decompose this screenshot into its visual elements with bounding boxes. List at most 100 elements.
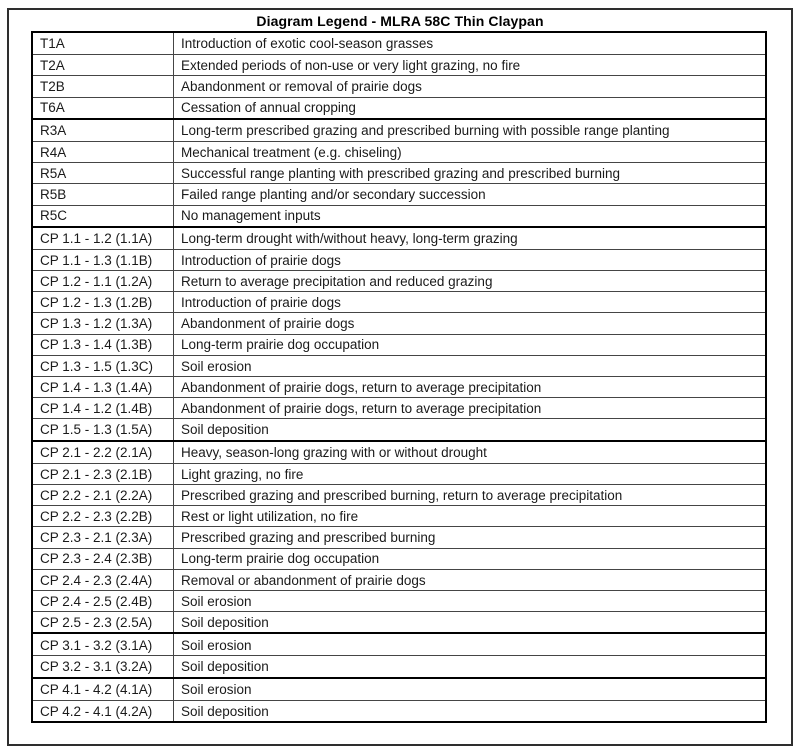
legend-row: R5C No management inputs: [33, 204, 765, 226]
legend-row: CP 2.3 - 2.4 (2.3B) Long-term prairie dog…: [33, 547, 765, 569]
legend-row: CP 1.4 - 1.3 (1.4A) Abandonment of prairi…: [33, 376, 765, 398]
pathway-code-cell: CP 2.3 - 2.4 (2.3B): [33, 548, 174, 569]
pathway-code-cell: CP 2.2 - 2.1 (2.2A): [33, 484, 174, 506]
pathway-code-cell: T2B: [33, 76, 174, 97]
legend-row: CP 2.2 - 2.1 (2.2A) Prescribed grazing an…: [33, 483, 765, 506]
legend-row: R5A Successful range planting with prescr…: [33, 162, 765, 184]
pathway-description-cell: Prescribed grazing and prescribed burnin…: [181, 487, 623, 503]
pathway-code-cell: R3A: [33, 119, 174, 141]
legend-row: CP 2.1 - 2.2 (2.1A) Heavy, season-long gr…: [33, 441, 765, 463]
legend-row: CP 1.4 - 1.2 (1.4B) Abandonment of prairi…: [33, 397, 765, 419]
pathway-description-cell: Introduction of exotic cool-season grass…: [181, 36, 434, 52]
legend-row: CP 1.1 - 1.2 (1.1A) Long-term drought wit…: [33, 227, 765, 249]
pathway-description-cell: Soil deposition: [181, 703, 269, 719]
pathway-code-cell: CP 1.3 - 1.4 (1.3B): [33, 334, 174, 355]
pathway-description-cell: Soil erosion: [181, 681, 252, 697]
pathway-description-cell: Soil deposition: [181, 614, 269, 630]
legend-row: CP 1.3 - 1.2 (1.3A) Abandonment of prairi…: [33, 312, 765, 334]
legend-row: CP 3.2 - 3.1 (3.2A) Soil deposition: [33, 655, 765, 677]
pathway-code-cell: CP 1.4 - 1.3 (1.4A): [33, 377, 174, 398]
pathway-description-cell: Rest or light utilization, no fire: [181, 508, 359, 524]
pathway-code-cell: CP 1.4 - 1.2 (1.4B): [33, 398, 174, 419]
legend-row: CP 4.2 - 4.1 (4.2A) Soil deposition: [33, 699, 765, 721]
pathway-code-cell: CP 1.2 - 1.3 (1.2B): [33, 292, 174, 313]
legend-row: T2B Abandonment or removal of prairie dog…: [33, 75, 765, 97]
pathway-code-cell: CP 1.1 - 1.2 (1.1A): [33, 227, 174, 249]
pathway-description-cell: Failed range planting and/or secondary s…: [181, 187, 486, 203]
pathway-description-cell: Extended periods of non-use or very ligh…: [181, 58, 521, 74]
pathway-code-cell: CP 2.1 - 2.2 (2.1A): [33, 441, 174, 463]
pathway-code-cell: CP 3.1 - 3.2 (3.1A): [33, 634, 174, 656]
legend-row: CP 2.2 - 2.3 (2.2B) Rest or light utiliza…: [33, 505, 765, 527]
legend-row: T1A Introduction of exotic cool-season gr…: [33, 33, 765, 55]
pathway-code-cell: CP 2.4 - 2.5 (2.4B): [33, 590, 174, 612]
legend-row: T6A Cessation of annual cropping: [33, 96, 765, 118]
legend-row: CP 3.1 - 3.2 (3.1A) Soil erosion: [33, 634, 765, 656]
legend-row: CP 2.4 - 2.3 (2.4A) Removal or abandonmen…: [33, 568, 765, 590]
pathway-description-cell: Prescribed grazing and prescribed burnin…: [181, 530, 436, 546]
pathway-code-cell: R4A: [33, 141, 174, 163]
legend-group-community-pathways-state-1: CP 1.1 - 1.2 (1.1A) Long-term drought wit…: [33, 225, 765, 440]
legend-row: CP 1.1 - 1.3 (1.1B) Introduction of prair…: [33, 248, 765, 271]
legend-row: CP 4.1 - 4.2 (4.1A) Soil erosion: [33, 678, 765, 700]
pathway-description-cell: Long-term prairie dog occupation: [181, 551, 380, 567]
pathway-code-cell: R5A: [33, 163, 174, 184]
legend-row: CP 2.4 - 2.5 (2.4B) Soil erosion: [33, 589, 765, 612]
outer-frame: Diagram Legend - MLRA 58C Thin Claypan T…: [7, 8, 793, 746]
pathway-description-cell: Successful range planting with prescribe…: [181, 165, 621, 181]
page-title: Diagram Legend - MLRA 58C Thin Claypan: [256, 13, 544, 29]
legend-table: T1A Introduction of exotic cool-season gr…: [31, 31, 767, 723]
pathway-code-cell: CP 4.2 - 4.1 (4.2A): [33, 700, 174, 721]
pathway-description-cell: Soil deposition: [181, 422, 269, 438]
pathway-code-cell: T2A: [33, 55, 174, 76]
pathway-description-cell: Introduction of prairie dogs: [181, 295, 341, 311]
legend-row: R5B Failed range planting and/or secondar…: [33, 183, 765, 205]
pathway-description-cell: Long-term prescribed grazing and prescri…: [181, 123, 670, 139]
pathway-description-cell: Cessation of annual cropping: [181, 100, 356, 116]
legend-row: CP 1.3 - 1.5 (1.3C) Soil erosion: [33, 354, 765, 376]
pathway-description-cell: Abandonment or removal of prairie dogs: [181, 79, 422, 95]
pathway-code-cell: CP 1.3 - 1.5 (1.3C): [33, 355, 174, 376]
legend-group-community-pathways-state-2: CP 2.1 - 2.2 (2.1A) Heavy, season-long gr…: [33, 439, 765, 633]
pathway-description-cell: Removal or abandonment of prairie dogs: [181, 572, 426, 588]
pathway-code-cell: CP 1.3 - 1.2 (1.3A): [33, 313, 174, 334]
pathway-description-cell: No management inputs: [181, 208, 321, 224]
pathway-code-cell: R5C: [33, 205, 174, 226]
legend-row: R3A Long-term prescribed grazing and pres…: [33, 119, 765, 141]
pathway-code-cell: CP 1.1 - 1.3 (1.1B): [33, 249, 174, 271]
legend-row: CP 1.2 - 1.1 (1.2A) Return to average pre…: [33, 270, 765, 292]
legend-row: CP 2.3 - 2.1 (2.3A) Prescribed grazing an…: [33, 526, 765, 548]
pathway-code-cell: CP 2.3 - 2.1 (2.3A): [33, 527, 174, 548]
legend-row: CP 2.1 - 2.3 (2.1B) Light grazing, no fir…: [33, 462, 765, 484]
legend-row: T2A Extended periods of non-use or very l…: [33, 54, 765, 76]
pathway-description-cell: Long-term prairie dog occupation: [181, 337, 380, 353]
pathway-code-cell: CP 3.2 - 3.1 (3.2A): [33, 656, 174, 677]
legend-row: R4A Mechanical treatment (e.g. chiseling): [33, 140, 765, 163]
pathway-description-cell: Return to average precipitation and redu…: [181, 273, 493, 289]
pathway-code-cell: CP 1.5 - 1.3 (1.5A): [33, 419, 174, 440]
pathway-description-cell: Introduction of prairie dogs: [181, 252, 341, 268]
pathway-description-cell: Soil deposition: [181, 659, 269, 675]
pathway-code-cell: CP 1.2 - 1.1 (1.2A): [33, 271, 174, 292]
pathway-description-cell: Mechanical treatment (e.g. chiseling): [181, 144, 402, 160]
legend-group-restoration-pathways: R3A Long-term prescribed grazing and pres…: [33, 117, 765, 226]
pathway-description-cell: Abandonment of prairie dogs, return to a…: [181, 379, 542, 395]
legend-row: CP 1.3 - 1.4 (1.3B) Long-term prairie dog…: [33, 333, 765, 355]
pathway-code-cell: CP 2.2 - 2.3 (2.2B): [33, 506, 174, 527]
pathway-code-cell: T6A: [33, 97, 174, 118]
legend-group-community-pathways-state-3: CP 3.1 - 3.2 (3.1A) Soil erosion CP 3.2 - …: [33, 632, 765, 677]
pathway-description-cell: Abandonment of prairie dogs: [181, 316, 355, 332]
legend-group-community-pathways-state-4: CP 4.1 - 4.2 (4.1A) Soil erosion CP 4.2 - …: [33, 676, 765, 721]
pathway-description-cell: Heavy, season-long grazing with or witho…: [181, 444, 487, 460]
pathway-description-cell: Soil erosion: [181, 637, 252, 653]
pathway-code-cell: CP 2.1 - 2.3 (2.1B): [33, 463, 174, 484]
pathway-description-cell: Long-term drought with/without heavy, lo…: [181, 231, 518, 247]
legend-group-transitions: T1A Introduction of exotic cool-season gr…: [33, 33, 765, 118]
pathway-code-cell: CP 2.4 - 2.3 (2.4A): [33, 569, 174, 590]
pathway-description-cell: Soil erosion: [181, 358, 252, 374]
pathway-description-cell: Light grazing, no fire: [181, 466, 304, 482]
pathway-code-cell: CP 4.1 - 4.2 (4.1A): [33, 678, 174, 700]
pathway-description-cell: Abandonment of prairie dogs, return to a…: [181, 401, 542, 417]
legend-row: CP 1.2 - 1.3 (1.2B) Introduction of prair…: [33, 291, 765, 313]
